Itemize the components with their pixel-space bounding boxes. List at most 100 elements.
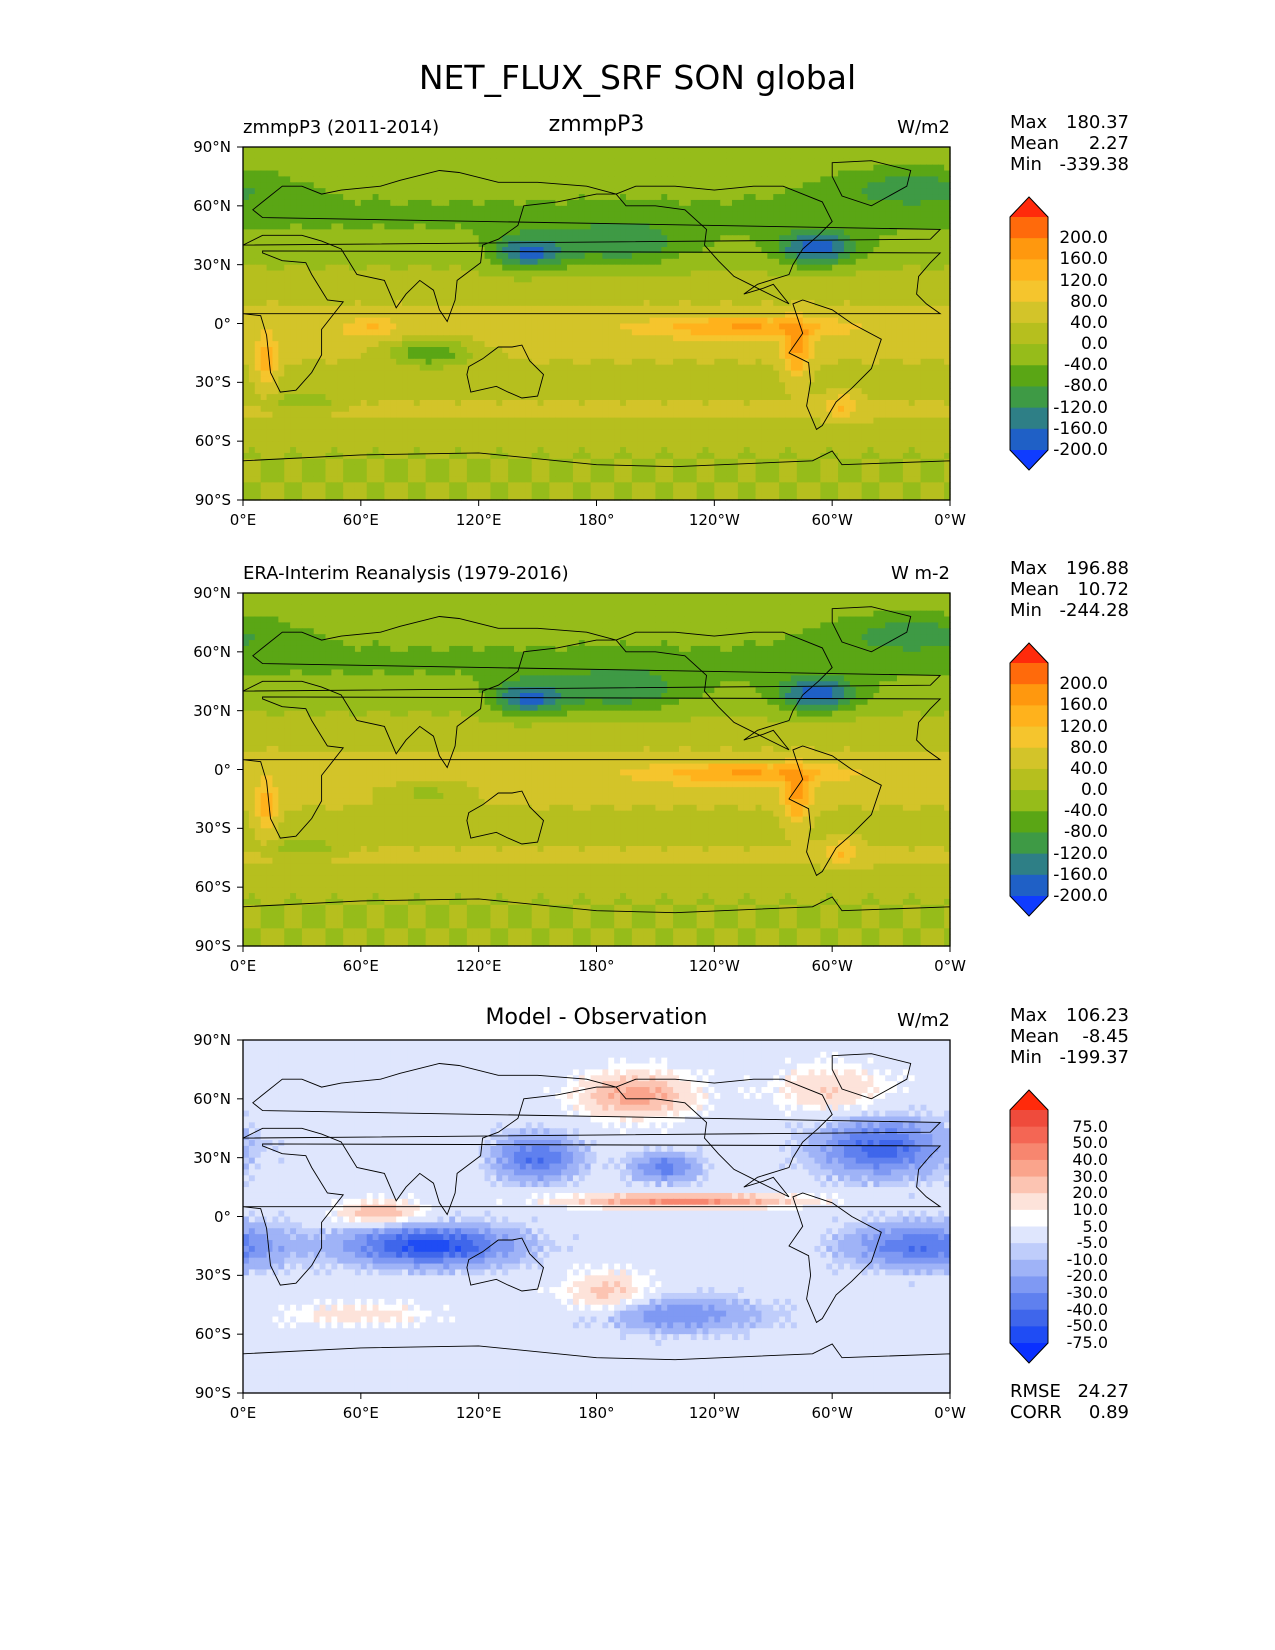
field-cell: [590, 388, 598, 395]
field-cell: [908, 252, 916, 260]
field-cell: [690, 288, 698, 295]
field-cell: [790, 317, 798, 325]
field-cell: [567, 188, 574, 195]
field-cell: [266, 229, 274, 236]
field-cell: [908, 223, 916, 230]
field-cell: [849, 211, 857, 219]
field-cell: [490, 194, 497, 201]
field-cell: [390, 194, 397, 201]
field-cell: [920, 323, 928, 330]
field-cell: [343, 358, 350, 366]
field-cell: [743, 323, 751, 330]
field-cell: [643, 329, 651, 336]
field-cell: [814, 323, 821, 330]
field-cell: [266, 152, 274, 160]
field-cell: [496, 311, 503, 319]
field-cell: [437, 247, 444, 254]
field-cell: [790, 182, 798, 189]
field-cell: [460, 335, 468, 342]
field-cell: [260, 370, 268, 378]
field-cell: [572, 352, 580, 360]
field-cell: [684, 264, 692, 272]
field-cell: [354, 164, 362, 172]
field-cell: [714, 276, 721, 283]
field-cell: [443, 247, 450, 254]
field-cell: [661, 152, 668, 160]
field-cell: [260, 176, 268, 183]
field-cell: [484, 247, 492, 254]
field-cell: [572, 358, 580, 366]
field-cell: [301, 341, 309, 348]
field-cell: [366, 382, 374, 389]
field-cell: [390, 370, 397, 378]
field-cell: [779, 170, 786, 178]
field-cell: [843, 235, 851, 242]
field-cell: [567, 317, 574, 325]
field-cell: [920, 211, 928, 219]
field-cell: [290, 252, 297, 260]
field-cell: [549, 335, 556, 342]
field-cell: [331, 258, 338, 266]
field-cell: [702, 323, 710, 330]
field-cell: [243, 376, 250, 383]
field-cell: [248, 288, 256, 295]
field-cell: [785, 376, 792, 383]
field-cell: [737, 158, 745, 166]
field-cell: [820, 282, 827, 289]
field-cell: [867, 299, 875, 307]
field-cell: [514, 147, 521, 154]
field-cell: [655, 288, 662, 295]
field-cell: [596, 182, 603, 189]
field-cell: [678, 194, 686, 201]
field-cell: [932, 376, 939, 383]
field-cell: [932, 199, 939, 207]
field-cell: [278, 276, 285, 283]
field-cell: [555, 282, 562, 289]
field-cell: [855, 194, 863, 201]
field-cell: [366, 364, 374, 372]
field-cell: [861, 352, 869, 360]
field-cell: [926, 288, 933, 295]
field-cell: [790, 335, 798, 342]
field-cell: [372, 299, 380, 307]
field-cell: [313, 370, 321, 378]
field-cell: [908, 376, 916, 383]
field-cell: [349, 205, 356, 213]
field-cell: [785, 194, 792, 201]
field-cell: [790, 194, 798, 201]
field-cell: [296, 229, 303, 236]
field-cell: [702, 305, 710, 313]
field-cell: [896, 364, 904, 372]
field-cell: [808, 288, 816, 295]
field-cell: [790, 323, 798, 330]
field-cell: [684, 311, 692, 319]
field-cell: [360, 194, 368, 201]
field-cell: [755, 158, 763, 166]
field-cell: [690, 264, 698, 272]
field-cell: [372, 258, 380, 266]
field-cell: [885, 147, 892, 154]
field-cell: [743, 170, 751, 178]
field-cell: [455, 270, 462, 278]
field-cell: [790, 158, 798, 166]
field-cell: [284, 294, 291, 301]
field-cell: [254, 252, 262, 260]
field-cell: [466, 205, 474, 213]
field-cell: [413, 147, 421, 154]
field-cell: [779, 158, 786, 166]
field-cell: [243, 164, 250, 172]
field-cell: [690, 388, 698, 395]
field-cell: [755, 147, 763, 154]
field-cell: [726, 323, 733, 330]
field-cell: [690, 235, 698, 242]
field-cell: [726, 182, 733, 189]
field-cell: [301, 264, 309, 272]
field-cell: [508, 194, 515, 201]
field-cell: [266, 282, 274, 289]
field-cell: [779, 194, 786, 201]
field-cell: [319, 235, 327, 242]
field-cell: [873, 370, 880, 378]
field-cell: [625, 364, 633, 372]
field-cell: [443, 235, 450, 242]
field-cell: [490, 358, 497, 366]
